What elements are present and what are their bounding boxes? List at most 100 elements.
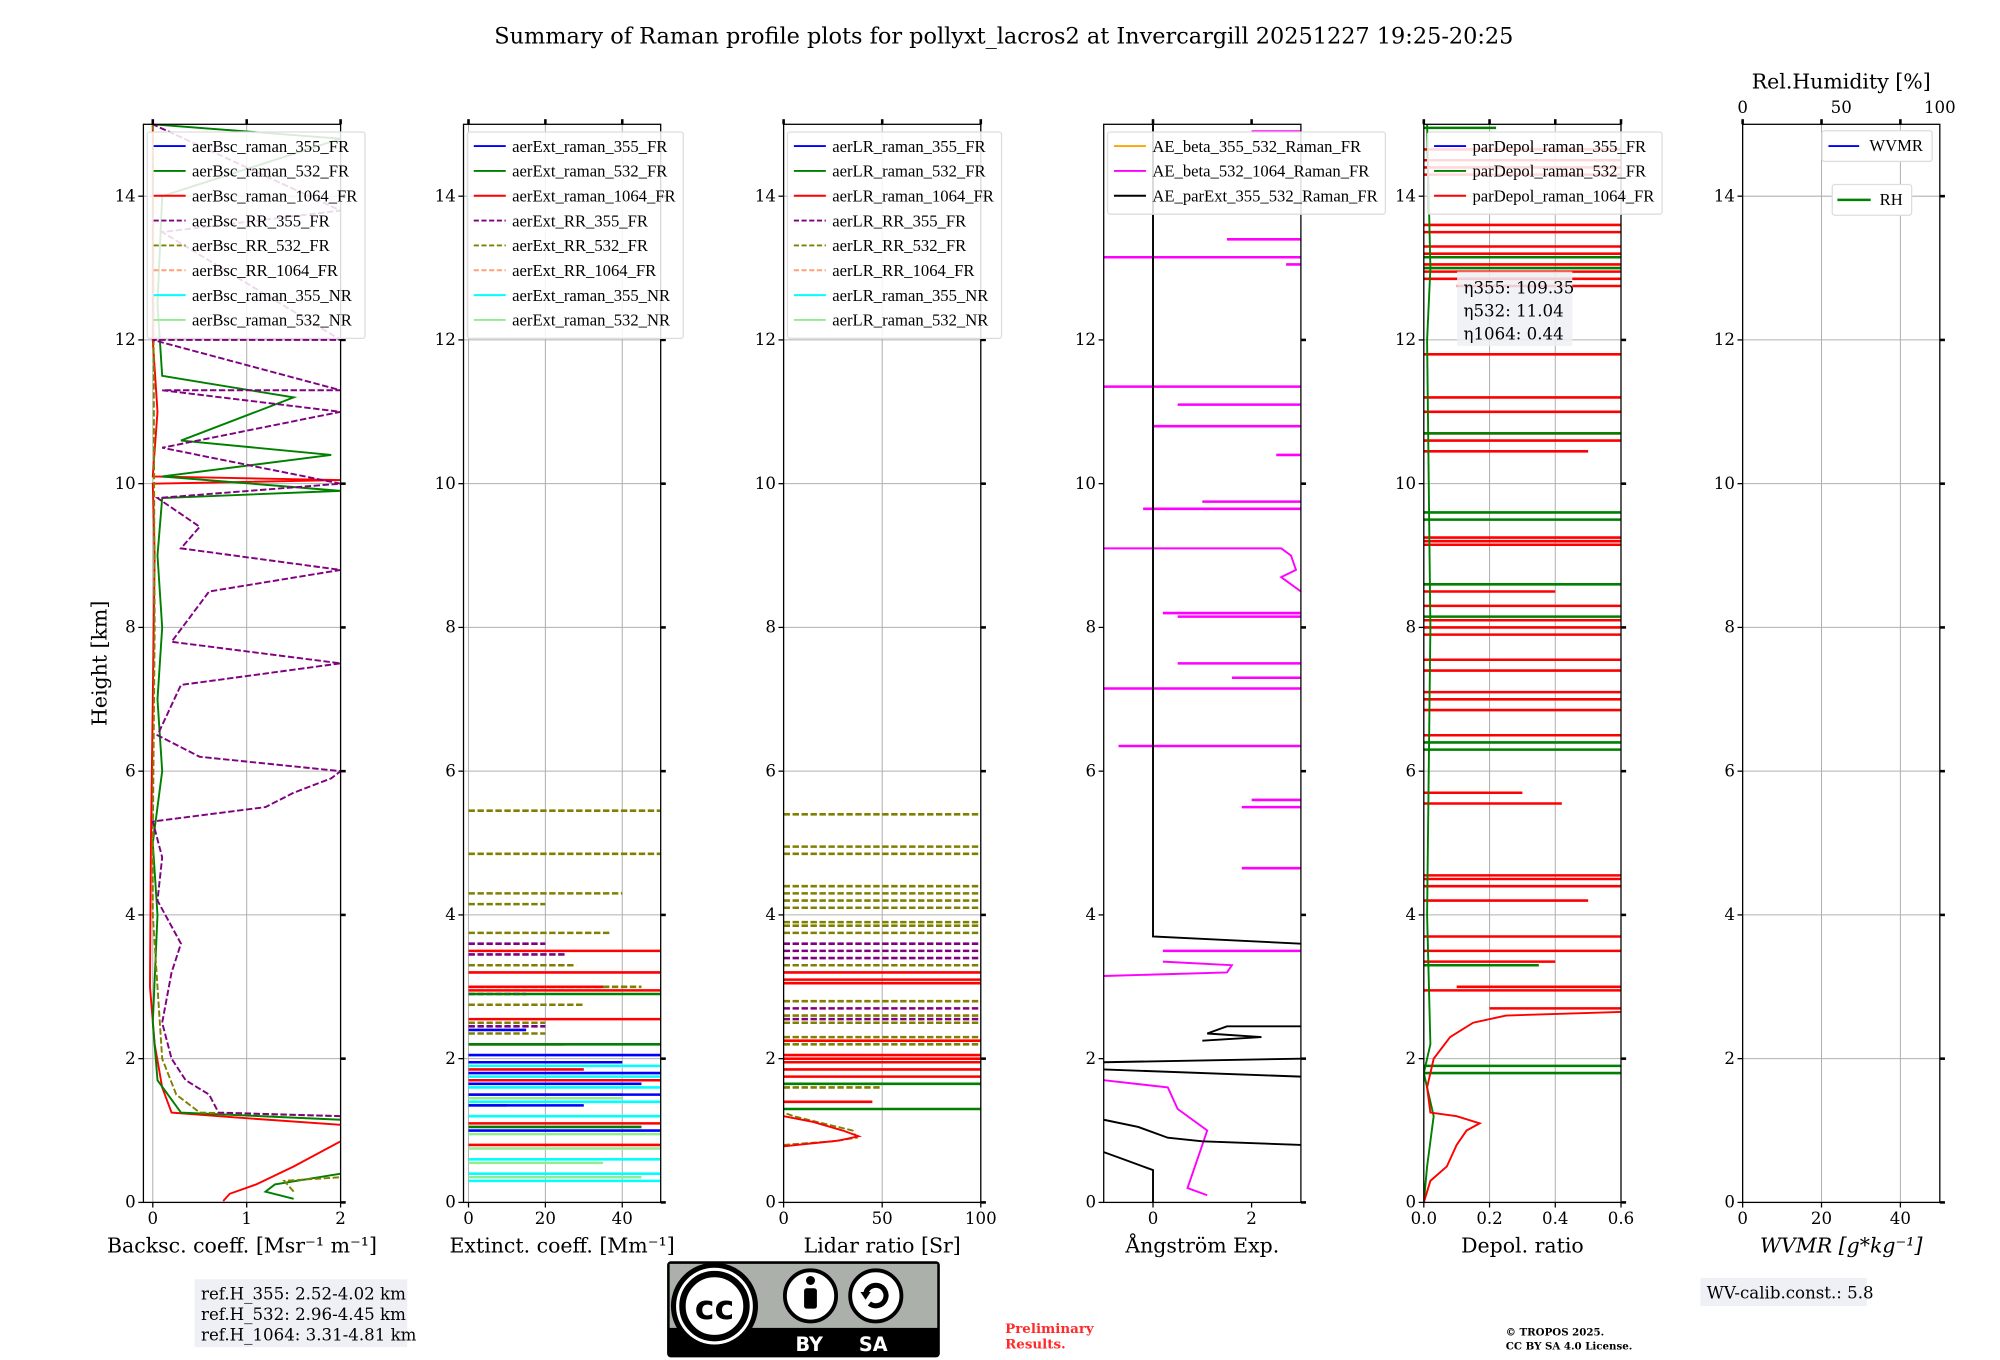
legend-label: aerLR_raman_532_NR (832, 311, 989, 330)
figure-title: Summary of Raman profile plots for polly… (494, 24, 1513, 50)
x-tick-label: 0 (463, 1209, 474, 1228)
legend-label: aerBsc_raman_1064_FR (192, 187, 358, 206)
y-tick-label: 10 (435, 474, 456, 493)
y-tick-label: 0 (445, 1193, 456, 1212)
x-tick-label: 100 (965, 1209, 997, 1228)
series-aerBsc_raman_1064_FR (222, 1140, 341, 1202)
y-tick-label: 2 (1724, 1049, 1735, 1068)
y-tick-label: 14 (1395, 186, 1416, 205)
x-axis-label: Ångström Exp. (1124, 1232, 1279, 1257)
series-parDepol_raman_532_FR (1423, 124, 1435, 1203)
reference-height-box: ref.H_355: 2.52-4.02 km ref.H_532: 2.96-… (194, 1279, 417, 1348)
x-tick-label: 2 (1246, 1209, 1257, 1228)
x-tick-label: 0 (1148, 1209, 1159, 1228)
y-tick-label: 6 (125, 761, 136, 780)
y-tick-label: 0 (1724, 1193, 1735, 1212)
y-tick-label: 4 (1406, 905, 1417, 924)
y-tick-label: 4 (125, 905, 136, 924)
x-tick-label: 40 (1890, 1209, 1911, 1228)
eta-1064-value: 0.44 (1527, 324, 1564, 343)
legend-label: aerExt_raman_532_FR (512, 162, 668, 181)
legend-label: aerLR_raman_355_NR (832, 286, 989, 305)
legend-label: aerLR_RR_1064_FR (832, 261, 975, 280)
legend: AE_beta_355_532_Raman_FR AE_beta_532_1064… (1106, 131, 1387, 215)
copyright-line: © TROPOS 2025. (1506, 1327, 1604, 1339)
svg-text:η532: 11.04: η532: 11.04 (1464, 301, 1564, 320)
attribution-person-icon (782, 1268, 839, 1324)
top-x-tick-label: 100 (1924, 98, 1956, 117)
legend: aerExt_raman_355_FR aerExt_raman_532_FRae… (466, 131, 684, 340)
legend-label: aerExt_RR_1064_FR (512, 261, 657, 280)
legend: parDepol_raman_355_FR parDepol_raman_532_… (1427, 131, 1663, 215)
x-tick-label: 0 (148, 1209, 159, 1228)
y-tick-label: 2 (1085, 1049, 1096, 1068)
x-axis-label: Backsc. coeff. [Msr⁻¹ m⁻¹] (107, 1233, 377, 1257)
series-AE_parExt_355_532_Raman_FR (1103, 1151, 1154, 1203)
legend-label: aerLR_raman_355_FR (832, 137, 986, 156)
svg-text:η1064: 0.44: η1064: 0.44 (1464, 324, 1564, 343)
ref-height-1064: ref.H_1064: 3.31-4.81 km (201, 1326, 417, 1345)
series-AE_parExt_355_532_Raman_FR (1152, 124, 1301, 945)
y-tick-label: 12 (1075, 330, 1096, 349)
y-tick-label: 8 (445, 618, 456, 637)
y-tick-label: 12 (1395, 330, 1416, 349)
legend-label: parDepol_raman_1064_FR (1472, 187, 1655, 206)
svg-text:η355: 109.35: η355: 109.35 (1464, 278, 1575, 297)
y-tick-label: 4 (445, 905, 456, 924)
series-parDepol_raman_1064_FR (1423, 1010, 1621, 1203)
eta-355-label: η355 (1464, 278, 1506, 297)
legend-box (1821, 130, 1933, 163)
ref-height-355: ref.H_355: 2.52-4.02 km (201, 1285, 406, 1304)
legend-label: aerBsc_RR_1064_FR (192, 261, 339, 280)
y-tick-label: 12 (435, 330, 456, 349)
series-AE_parExt_355_532_Raman_FR (1103, 1118, 1301, 1146)
license-line: CC BY SA 4.0 License. (1506, 1341, 1633, 1353)
legend-box (466, 131, 684, 340)
x-tick-label: 0.4 (1542, 1209, 1568, 1228)
license-by-text: BY (795, 1333, 824, 1356)
legend-label: RH (1880, 190, 1903, 209)
y-tick-label: 6 (445, 761, 456, 780)
series-aerBsc_RR_532_FR (151, 124, 341, 1118)
y-tick-label: 4 (1085, 905, 1096, 924)
series-aerBsc_RR_355_FR (151, 124, 341, 1118)
legend-label: aerBsc_raman_355_FR (192, 137, 350, 156)
eta-355-value: 109.35 (1516, 278, 1574, 297)
ref-height-532: ref.H_532: 2.96-4.45 km (201, 1305, 406, 1324)
x-axis-label: Extinct. coeff. [Mm⁻¹] (449, 1233, 674, 1257)
svg-text:cc: cc (695, 1288, 734, 1327)
axes-frame (1741, 123, 1941, 1204)
legend: aerBsc_raman_355_FR aerBsc_raman_532_FRae… (146, 131, 366, 340)
legend-label: aerBsc_RR_532_FR (192, 236, 331, 255)
legend-label: aerLR_RR_355_FR (832, 211, 967, 230)
axes-frame (142, 123, 342, 1204)
y-tick-label: 8 (125, 618, 136, 637)
y-tick-label: 10 (1395, 474, 1416, 493)
x-tick-label: 0 (1737, 1209, 1748, 1228)
y-tick-label: 0 (1085, 1193, 1096, 1212)
series-aerLR_raman_1064_FR (783, 1115, 862, 1148)
y-tick-label: 6 (1085, 761, 1096, 780)
legend-label: parDepol_raman_355_FR (1472, 137, 1647, 156)
wv-calibration-box: WV-calib.const.: 5.8 (1700, 1277, 1874, 1307)
legend-label: parDepol_raman_532_FR (1472, 162, 1647, 181)
y-tick-label: 2 (765, 1049, 776, 1068)
wv-calibration-constant: WV-calib.const.: 5.8 (1707, 1283, 1874, 1302)
series-aerBsc_RR_532_FR (282, 1176, 341, 1193)
eta-1064-label: η1064 (1464, 324, 1516, 343)
y-tick-label: 6 (1724, 761, 1735, 780)
x-tick-label: 0 (778, 1209, 789, 1228)
eta-532-value: 11.04 (1516, 301, 1564, 320)
series-AE_beta_532_1064_Raman_FR (1103, 1079, 1209, 1197)
axes-frame (1423, 123, 1622, 1204)
legend-label: aerExt_raman_355_NR (512, 286, 671, 305)
y-tick-label: 10 (1075, 474, 1096, 493)
y-tick-label: 6 (765, 761, 776, 780)
x-tick-label: 0.2 (1476, 1209, 1502, 1228)
y-tick-label: 0 (765, 1193, 776, 1212)
legend-box (146, 131, 366, 340)
series-AE_parExt_355_532_Raman_FR (1103, 1068, 1301, 1078)
y-tick-label: 12 (1714, 330, 1735, 349)
legend-label: aerBsc_raman_532_NR (192, 311, 353, 330)
